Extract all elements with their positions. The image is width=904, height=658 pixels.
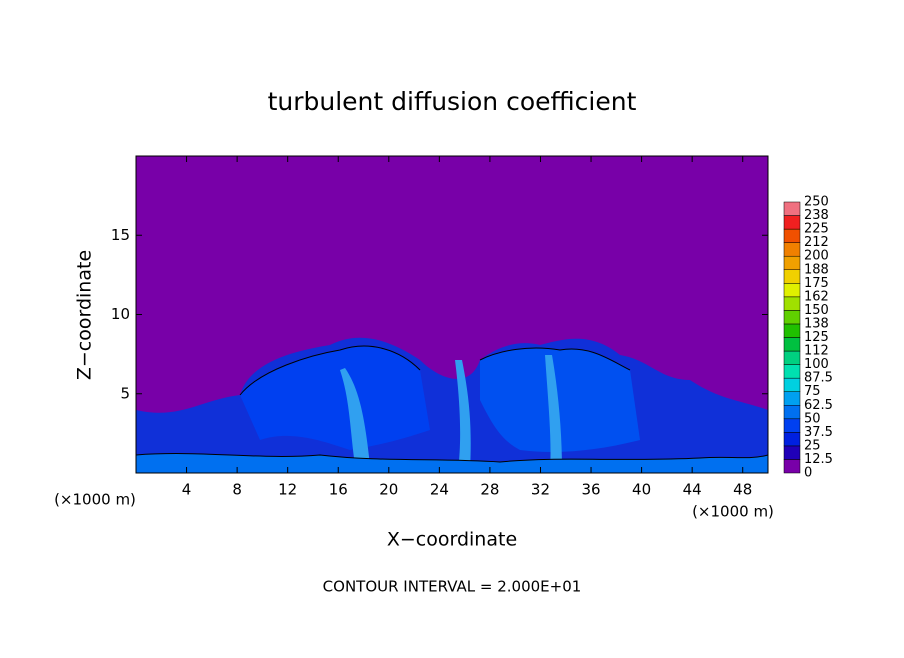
colorbar-cell [783,323,801,338]
colorbar-tick-label: 188 [804,262,829,277]
colorbar-tick-label: 25 [804,438,821,453]
colorbar-cell [783,405,801,420]
colorbar-cell [783,215,801,230]
colorbar-cell [783,377,801,392]
colorbar-tick-label: 50 [804,411,821,426]
field-region [480,348,640,452]
colorbar-cell [783,364,801,379]
colorbar-tick-label: 162 [804,289,829,304]
x-tick-label: 12 [278,481,297,499]
colorbar-tick-label: 212 [804,235,829,250]
colorbar-cell [783,283,801,298]
colorbar-cell [783,350,801,365]
colorbar-tick-label: 138 [804,316,829,331]
x-tick-label: 8 [232,481,242,499]
colorbar-cell [783,445,801,460]
colorbar-tick-label: 87.5 [804,371,833,386]
x-tick-label: 40 [632,481,651,499]
x-tick-label: 20 [379,481,398,499]
colorbar-cell [783,418,801,433]
colorbar-cell [783,337,801,352]
colorbar-tick-label: 225 [804,222,829,237]
footer-note: CONTOUR INTERVAL = 2.000E+01 [323,578,582,596]
x-unit-label: (×1000 m) [692,503,774,521]
y-tick-label: 15 [111,226,130,244]
colorbar-tick-label: 238 [804,208,829,223]
colorbar-cell [783,269,801,284]
x-tick-label: 4 [182,481,192,499]
field-region [136,453,768,473]
colorbar-tick-label: 125 [804,330,829,345]
colorbar-tick-label: 175 [804,276,829,291]
colorbar-tick-label: 62.5 [804,398,833,413]
colorbar-tick-label: 75 [804,384,821,399]
x-unit-label: (×1000 m) [54,491,136,509]
colorbar-cell [783,310,801,325]
colorbar-cell [783,242,801,257]
x-axis-label: X−coordinate [387,529,517,551]
x-tick-label: 28 [480,481,499,499]
colorbar-tick-label: 12.5 [804,452,833,467]
colorbar-cell [783,228,801,243]
colorbar-tick-label: 150 [804,303,829,318]
colorbar-tick-label: 37.5 [804,425,833,440]
colorbar-tick-label: 112 [804,344,829,359]
colorbar-cell [783,201,801,216]
colorbar-cell [783,296,801,311]
y-tick-label: 5 [120,384,130,402]
colorbar-cell [783,255,801,271]
colorbar-cell [783,459,801,474]
contour-line [135,345,769,463]
y-axis-label: Z−coordinate [74,250,96,380]
x-tick-label: 32 [531,481,550,499]
chart-title: turbulent diffusion coefficient [268,87,637,116]
colorbar-tick-label: 250 [804,195,829,210]
y-tick-label: 10 [111,305,130,323]
x-tick-label: 48 [733,481,752,499]
x-tick-label: 16 [329,481,348,499]
colorbar-tick-label: 200 [804,249,829,264]
field-region [240,346,430,450]
colorbar-tick-label: 100 [804,357,829,372]
colorbar-cell [783,391,801,406]
x-tick-label: 44 [683,481,702,499]
plot-area [135,155,769,474]
colorbar-cell [783,432,801,447]
colorbar-tick-label: 0 [804,466,812,481]
x-tick-label: 36 [581,481,600,499]
x-tick-label: 24 [430,481,449,499]
